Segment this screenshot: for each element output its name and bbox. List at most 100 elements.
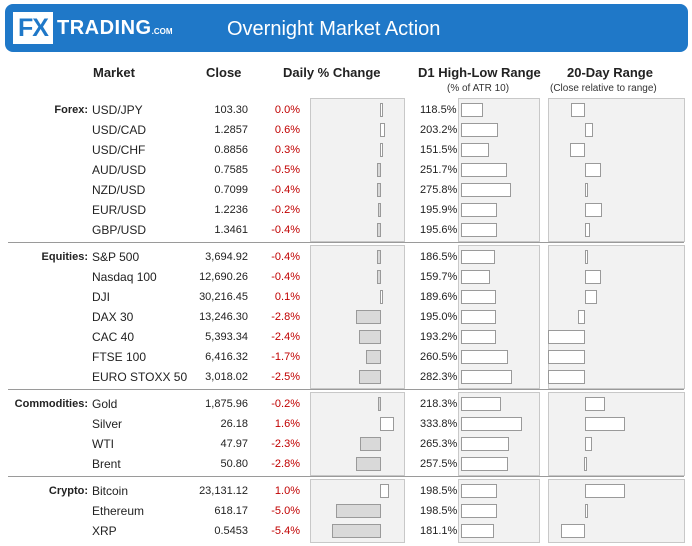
table-row: Ethereum 618.17 -5.0% 198.5% <box>0 501 692 521</box>
table-row: AUD/USD 0.7585 -0.5% 251.7% <box>0 160 692 180</box>
close-value: 103.30 <box>214 104 248 116</box>
daily-change-bar <box>380 290 383 304</box>
market-name: AUD/USD <box>92 163 147 177</box>
daily-change-value: -0.2% <box>271 204 300 216</box>
range20-bar <box>585 397 605 411</box>
table-row: Equities: S&P 500 3,694.92 -0.4% 186.5% <box>0 247 692 267</box>
d1-range-value: 265.3% <box>420 438 458 450</box>
d1-range-bar <box>461 417 522 431</box>
d1-range-value: 203.2% <box>420 124 458 136</box>
daily-change-value: -5.0% <box>271 505 300 517</box>
daily-change-value: 1.0% <box>274 485 300 497</box>
market-name: Bitcoin <box>92 484 129 498</box>
header-banner: FX TRADING.COM Overnight Market Action <box>5 4 688 52</box>
daily-change-bar <box>336 504 381 518</box>
table-row: FTSE 100 6,416.32 -1.7% 260.5% <box>0 347 692 367</box>
range20-bar <box>585 223 590 237</box>
logo-fx: FX <box>13 12 53 44</box>
daily-change-bar <box>332 524 381 538</box>
group-label: Crypto: <box>48 485 88 497</box>
d1-range-value: 218.3% <box>420 398 458 410</box>
close-value: 30,216.45 <box>199 291 248 303</box>
range20-bar <box>548 330 585 344</box>
close-value: 5,393.34 <box>205 331 248 343</box>
close-value: 0.5453 <box>214 525 248 537</box>
d1-range-value: 181.1% <box>420 525 458 537</box>
group-label: Equities: <box>41 251 88 263</box>
range20-bar <box>585 437 592 451</box>
close-value: 50.80 <box>220 458 248 470</box>
group-separator <box>8 389 684 390</box>
d1-range-value: 118.5% <box>420 104 457 116</box>
table-row: USD/CAD 1.2857 0.6% 203.2% <box>0 120 692 140</box>
range20-bar <box>585 183 588 197</box>
d1-range-value: 198.5% <box>420 505 458 517</box>
table-row: WTI 47.97 -2.3% 265.3% <box>0 434 692 454</box>
table-row: Commodities: Gold 1,875.96 -0.2% 218.3% <box>0 394 692 414</box>
d1-range-value: 189.6% <box>420 291 458 303</box>
close-value: 1,875.96 <box>205 398 248 410</box>
market-name: USD/CAD <box>92 123 147 137</box>
daily-change-value: -0.4% <box>271 184 300 196</box>
daily-change-bar <box>377 223 381 237</box>
range20-bar <box>585 270 601 284</box>
table-row: CAC 40 5,393.34 -2.4% 193.2% <box>0 327 692 347</box>
market-name: Ethereum <box>92 504 145 518</box>
close-value: 0.7585 <box>214 164 248 176</box>
market-name: Brent <box>92 457 121 471</box>
daily-change-value: -2.8% <box>271 458 300 470</box>
daily-change-value: -0.4% <box>271 251 300 263</box>
range20-bar <box>578 310 585 324</box>
page-title: Overnight Market Action <box>227 18 441 40</box>
daily-change-bar <box>355 457 381 471</box>
daily-change-bar <box>377 183 381 197</box>
table-row: Brent 50.80 -2.8% 257.5% <box>0 454 692 474</box>
range20-bar <box>548 370 585 384</box>
daily-change-bar <box>380 417 395 431</box>
d1-range-value: 257.5% <box>420 458 458 470</box>
d1-range-bar <box>461 524 494 538</box>
range20-bar <box>585 250 588 264</box>
daily-change-bar <box>380 484 389 498</box>
group-label: Forex: <box>54 104 88 116</box>
daily-change-value: -1.7% <box>271 351 300 363</box>
daily-change-value: -0.4% <box>271 271 300 283</box>
daily-change-panel-forex <box>310 98 405 242</box>
daily-change-value: 0.3% <box>274 144 300 156</box>
daily-change-value: 0.6% <box>274 124 300 136</box>
column-header-close: Close <box>206 65 242 80</box>
d1-range-bar <box>461 370 513 384</box>
close-value: 0.8856 <box>214 144 248 156</box>
d1-range-bar <box>461 457 508 471</box>
range20-panel-equities <box>548 245 685 389</box>
range20-bar <box>584 457 588 471</box>
d1-range-bar <box>461 484 498 498</box>
table-row: Nasdaq 100 12,690.26 -0.4% 159.7% <box>0 267 692 287</box>
d1-range-bar <box>461 437 510 451</box>
range20-bar <box>585 484 625 498</box>
column-header-d1-range: D1 High-Low Range <box>418 65 541 80</box>
daily-change-value: 0.0% <box>274 104 300 116</box>
close-value: 0.7099 <box>214 184 248 196</box>
daily-change-value: -2.8% <box>271 311 300 323</box>
d1-range-bar <box>461 330 497 344</box>
daily-change-panel-crypto <box>310 479 405 543</box>
d1-range-value: 193.2% <box>420 331 458 343</box>
market-name: Gold <box>92 397 118 411</box>
daily-change-bar <box>359 330 381 344</box>
market-name: USD/CHF <box>92 143 146 157</box>
table-row: EUR/USD 1.2236 -0.2% 195.9% <box>0 200 692 220</box>
table-row: Forex: USD/JPY 103.30 0.0% 118.5% <box>0 100 692 120</box>
d1-range-bar <box>461 504 498 518</box>
d1-range-value: 333.8% <box>420 418 458 430</box>
daily-change-value: -0.5% <box>271 164 300 176</box>
d1-range-bar <box>461 163 507 177</box>
d1-range-bar <box>461 223 497 237</box>
daily-change-bar <box>360 437 381 451</box>
d1-range-value: 151.5% <box>420 144 458 156</box>
range20-bar <box>585 163 601 177</box>
close-value: 1.2236 <box>214 204 248 216</box>
column-header-market: Market <box>93 65 135 80</box>
d1-range-bar <box>461 397 501 411</box>
d1-range-bar <box>461 103 483 117</box>
